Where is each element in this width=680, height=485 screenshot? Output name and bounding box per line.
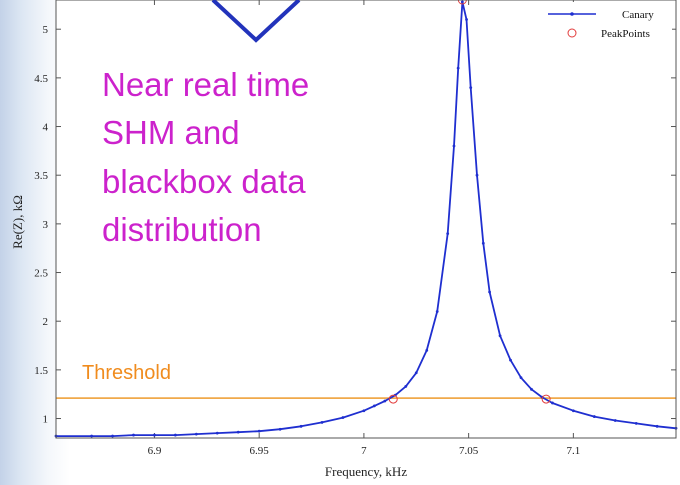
canary-data-point — [509, 358, 512, 362]
canary-data-point — [173, 433, 177, 437]
canary-data-point — [475, 173, 479, 177]
canary-data-point — [132, 433, 135, 437]
legend-peak-marker — [567, 28, 577, 38]
x-axis-title: Frequency, kHz — [325, 464, 407, 479]
canary-data-point — [460, 0, 464, 4]
canary-data-point — [362, 409, 366, 413]
canary-data-point — [404, 385, 408, 388]
plot-area-background — [56, 0, 676, 438]
canary-data-point — [456, 66, 460, 70]
y-tick-label: 3 — [43, 219, 49, 231]
legend-canary-marker — [570, 12, 574, 16]
canary-data-point — [481, 241, 485, 245]
canary-data-point — [425, 349, 429, 352]
annotation-line-2: SHM and — [102, 114, 240, 151]
canary-data-point — [530, 387, 533, 391]
canary-data-point — [655, 424, 659, 428]
canary-data-point — [341, 416, 345, 419]
canary-data-point — [278, 427, 282, 431]
canary-data-point — [111, 434, 114, 438]
canary-data-point — [320, 421, 324, 424]
canary-data-point — [435, 310, 439, 313]
y-tick-label: 3.5 — [34, 170, 48, 182]
canary-data-point — [215, 431, 219, 435]
canary-data-point — [551, 401, 554, 405]
canary-data-point — [634, 422, 638, 425]
canary-data-point — [571, 409, 575, 413]
canary-data-point — [446, 232, 450, 236]
annotation-line-3: blackbox data — [102, 163, 306, 200]
down-arrow-icon — [211, 0, 301, 43]
x-tick-label: 7.1 — [566, 445, 580, 457]
canary-data-point — [299, 424, 303, 428]
canary-data-point — [488, 290, 491, 294]
y-tick-label: 2 — [43, 316, 49, 328]
canary-data-point — [90, 434, 94, 438]
canary-data-point — [236, 430, 240, 434]
canary-data-point — [414, 371, 418, 375]
plot-frame — [55, 0, 677, 439]
canary-data-point — [153, 433, 156, 437]
canary-data-point — [519, 376, 523, 380]
peak-point — [541, 394, 551, 404]
canary-data-point — [465, 18, 468, 21]
canary-data-point — [194, 432, 198, 436]
y-tick-label: 2.5 — [34, 268, 48, 280]
x-tick-label: 6.95 — [250, 445, 270, 457]
legend-peak-label: PeakPoints — [601, 28, 650, 40]
x-tick-label: 7.05 — [459, 445, 479, 457]
canary-data-point — [498, 334, 502, 338]
series-layer — [54, 0, 678, 438]
peak-layer — [388, 0, 551, 404]
legend-canary-label: Canary — [622, 9, 654, 21]
annotation-line-1: Near real time — [102, 66, 309, 103]
canary-data-point — [372, 404, 376, 408]
annotation-text: Near real time SHM and blackbox data dis… — [102, 66, 309, 248]
canary-data-point — [383, 399, 387, 403]
peak-point — [457, 0, 467, 5]
canary-data-point — [257, 429, 261, 433]
peak-point — [388, 394, 398, 404]
y-tick-label: 4.5 — [34, 73, 48, 85]
ticks-layer: 6.9 6.95 7 7.05 7.1 1 1.5 2 2.5 3 3.5 4 4.5 5 — [34, 0, 676, 457]
canary-data-point — [613, 419, 617, 422]
y-tick-label: 1 — [43, 414, 49, 426]
legend-box — [540, 2, 672, 46]
threshold-label: Threshold — [82, 362, 171, 384]
canary-data-point — [452, 144, 456, 148]
y-tick-label: 1.5 — [34, 365, 48, 377]
y-tick-label: 4 — [43, 122, 49, 134]
y-axis-title: Re(Z), kΩ — [10, 195, 25, 249]
canary-data-point — [592, 415, 596, 418]
annotation-line-4: distribution — [102, 211, 262, 248]
x-tick-label: 7 — [361, 445, 367, 457]
canary-data-point — [469, 86, 473, 89]
y-tick-label: 5 — [43, 24, 49, 36]
x-tick-label: 6.9 — [148, 445, 162, 457]
legend: Canary PeakPoints — [540, 2, 672, 46]
